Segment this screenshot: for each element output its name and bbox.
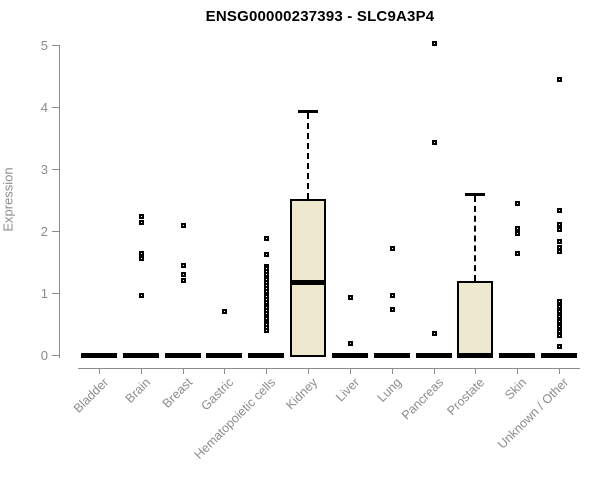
- collapsed-box: [123, 353, 159, 358]
- median-line: [457, 353, 493, 358]
- outlier-point: [390, 246, 395, 251]
- y-tick-label: 3: [40, 162, 48, 177]
- outlier-point: [139, 214, 144, 219]
- outlier-point: [557, 309, 562, 314]
- upper-whisker: [307, 113, 309, 199]
- outlier-point: [264, 252, 269, 257]
- x-tick: [266, 368, 267, 374]
- box: [457, 281, 493, 357]
- collapsed-box: [165, 353, 201, 358]
- x-tick: [350, 368, 351, 374]
- outlier-point: [432, 41, 437, 46]
- collapsed-box: [206, 353, 242, 358]
- outlier-point: [557, 314, 562, 319]
- collapsed-box: [332, 353, 368, 358]
- collapsed-box: [541, 353, 577, 358]
- outlier-point: [557, 324, 562, 329]
- y-tick: [52, 293, 59, 294]
- outlier-point: [557, 77, 562, 82]
- outlier-point: [557, 227, 562, 232]
- outlier-point: [557, 249, 562, 254]
- outlier-point: [432, 331, 437, 336]
- outlier-point: [390, 307, 395, 312]
- y-axis-line: [59, 45, 60, 358]
- outlier-point: [139, 251, 144, 256]
- outlier-point: [348, 341, 353, 346]
- outlier-point: [557, 333, 562, 338]
- y-tick: [52, 169, 59, 170]
- upper-whisker-cap: [298, 110, 318, 113]
- x-tick: [183, 368, 184, 374]
- x-axis-line: [78, 368, 580, 369]
- outlier-point: [557, 304, 562, 309]
- outlier-point: [139, 293, 144, 298]
- y-tick: [52, 107, 59, 108]
- outlier-point: [557, 299, 562, 304]
- collapsed-box: [248, 353, 284, 358]
- outlier-point: [515, 231, 520, 236]
- outlier-point: [181, 223, 186, 228]
- x-tick: [559, 368, 560, 374]
- y-tick: [52, 231, 59, 232]
- outlier-point: [222, 309, 227, 314]
- median-line: [290, 280, 326, 285]
- outlier-point: [432, 140, 437, 145]
- x-tick: [141, 368, 142, 374]
- y-tick-label: 1: [40, 286, 48, 301]
- outlier-point: [264, 236, 269, 241]
- outlier-point: [515, 226, 520, 231]
- outlier-point: [181, 272, 186, 277]
- x-tick: [224, 368, 225, 374]
- y-tick-label: 0: [40, 348, 48, 363]
- outlier-point: [390, 293, 395, 298]
- y-tick-label: 5: [40, 38, 48, 53]
- outlier-point: [557, 222, 562, 227]
- upper-whisker-cap: [465, 193, 485, 196]
- outlier-point: [557, 344, 562, 349]
- box: [290, 199, 326, 357]
- outlier-point: [557, 239, 562, 244]
- upper-whisker: [474, 196, 476, 281]
- x-tick: [434, 368, 435, 374]
- outlier-point: [264, 328, 269, 333]
- x-tick: [517, 368, 518, 374]
- y-tick-label: 4: [40, 100, 48, 115]
- collapsed-box: [416, 353, 452, 358]
- outlier-point: [139, 256, 144, 261]
- outlier-point: [515, 201, 520, 206]
- collapsed-box: [81, 353, 117, 358]
- outlier-point: [515, 251, 520, 256]
- outlier-point: [348, 295, 353, 300]
- outlier-point: [139, 220, 144, 225]
- y-tick: [52, 355, 59, 356]
- outlier-point: [181, 263, 186, 268]
- x-tick: [475, 368, 476, 374]
- y-tick: [52, 45, 59, 46]
- y-axis-label: Expression: [0, 167, 16, 232]
- outlier-point: [557, 208, 562, 213]
- collapsed-box: [499, 353, 535, 358]
- outlier-point: [557, 319, 562, 324]
- outlier-point: [181, 278, 186, 283]
- x-tick: [392, 368, 393, 374]
- chart-title: ENSG00000237393 - SLC9A3P4: [205, 8, 435, 25]
- x-tick: [308, 368, 309, 374]
- collapsed-box: [374, 353, 410, 358]
- x-tick: [99, 368, 100, 374]
- y-tick-label: 2: [40, 224, 48, 239]
